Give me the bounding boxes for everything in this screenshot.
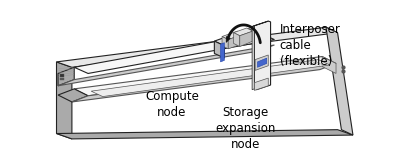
Text: Storage
expansion
node: Storage expansion node bbox=[215, 106, 275, 151]
Polygon shape bbox=[222, 37, 228, 49]
Polygon shape bbox=[58, 89, 88, 102]
Polygon shape bbox=[57, 130, 353, 139]
Polygon shape bbox=[228, 34, 244, 49]
Polygon shape bbox=[74, 33, 274, 74]
Polygon shape bbox=[222, 31, 244, 40]
Polygon shape bbox=[254, 78, 268, 90]
Polygon shape bbox=[74, 57, 336, 96]
Polygon shape bbox=[221, 43, 224, 62]
Polygon shape bbox=[234, 33, 240, 46]
Polygon shape bbox=[214, 29, 259, 46]
Polygon shape bbox=[252, 21, 268, 27]
Bar bbox=[59, 78, 64, 80]
Polygon shape bbox=[255, 55, 268, 70]
Polygon shape bbox=[240, 31, 253, 46]
Polygon shape bbox=[91, 60, 330, 96]
Polygon shape bbox=[252, 26, 254, 90]
Polygon shape bbox=[322, 57, 336, 74]
Polygon shape bbox=[57, 27, 337, 67]
Polygon shape bbox=[257, 58, 267, 67]
Text: Compute
node: Compute node bbox=[145, 90, 199, 119]
Polygon shape bbox=[226, 37, 230, 42]
Polygon shape bbox=[254, 21, 271, 90]
Polygon shape bbox=[234, 28, 253, 36]
Bar bbox=[59, 74, 64, 77]
Polygon shape bbox=[214, 41, 224, 58]
Polygon shape bbox=[326, 27, 353, 135]
Polygon shape bbox=[57, 62, 72, 139]
Text: Interposer
cable
(flexible): Interposer cable (flexible) bbox=[280, 23, 341, 68]
Polygon shape bbox=[58, 45, 274, 86]
Polygon shape bbox=[58, 67, 74, 86]
Polygon shape bbox=[72, 63, 336, 102]
